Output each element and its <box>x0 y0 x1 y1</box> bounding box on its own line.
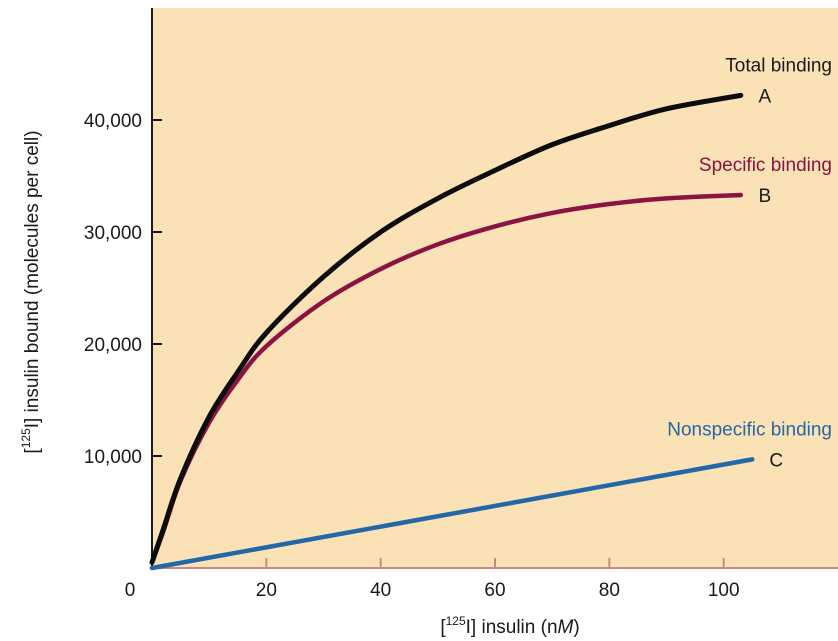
series-letter-total-binding: A <box>758 86 771 107</box>
tick-labels: 0 20 40 60 80 100 10,000 20,000 30,000 40,000 <box>84 111 740 601</box>
axes <box>151 8 838 569</box>
series-name-total-binding: Total binding <box>725 55 832 76</box>
y-tick-label: 20,000 <box>84 335 142 356</box>
y-axis-title: [125I] insulin bound (molecules per cell… <box>19 130 43 453</box>
series-layer <box>149 92 755 571</box>
series-name-specific-binding: Specific binding <box>699 155 832 176</box>
series-name-nonspecific-binding: Nonspecific binding <box>667 419 832 440</box>
y-tick-label: 30,000 <box>84 223 142 244</box>
series-letter-specific-binding: B <box>758 186 771 207</box>
x-tick-label: 100 <box>708 580 740 601</box>
y-tick-label: 10,000 <box>84 447 142 468</box>
series-labels: Total binding A Specific binding B Nonspecif… <box>667 55 832 471</box>
x-axis-title: [125I] insulin (nM) <box>440 614 579 638</box>
x-tick-label: 60 <box>484 580 505 601</box>
series-letter-nonspecific-binding: C <box>769 450 783 471</box>
x-tick-label: 0 <box>125 580 136 601</box>
series-line-nonspecific-binding <box>149 457 755 571</box>
x-tick-label: 80 <box>599 580 620 601</box>
plot-background <box>152 8 838 568</box>
y-tick-label: 40,000 <box>84 111 142 132</box>
series-line-total-binding <box>149 92 744 565</box>
x-tick-label: 20 <box>256 580 277 601</box>
x-tick-label: 40 <box>370 580 391 601</box>
